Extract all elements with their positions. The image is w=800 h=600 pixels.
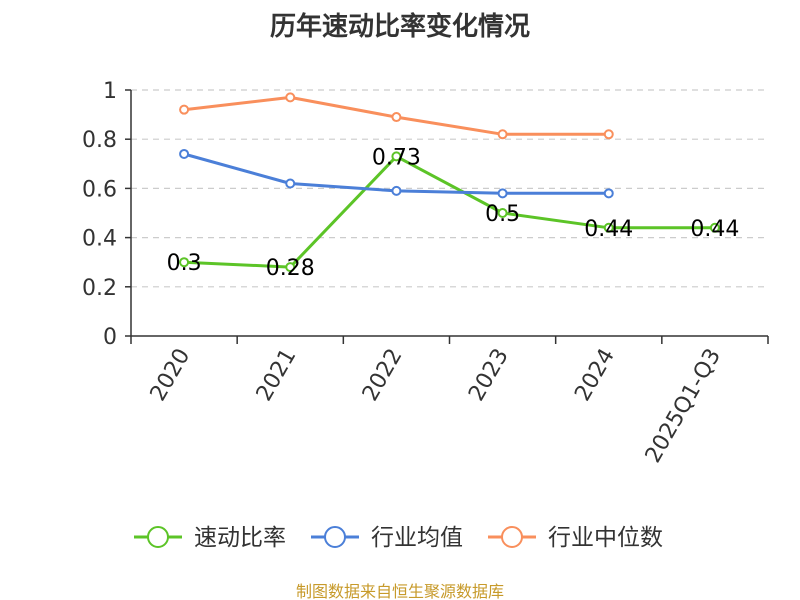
data-point xyxy=(603,222,614,233)
source-note: 制图数据来自恒生聚源数据库 xyxy=(295,582,504,600)
legend-label: 行业均值 xyxy=(371,525,463,551)
x-tick-label: 2025Q1-Q3 xyxy=(641,345,726,468)
data-point xyxy=(391,112,402,123)
x-tick-label: 2022 xyxy=(358,345,408,406)
y-tick-label: 0.8 xyxy=(82,128,117,153)
data-label: 0.44 xyxy=(584,217,633,242)
x-tick-label: 2023 xyxy=(464,345,514,406)
data-point xyxy=(391,185,402,196)
data-point xyxy=(497,129,508,140)
data-label: 0.44 xyxy=(690,217,739,242)
x-tick-label: 2020 xyxy=(146,345,196,406)
series-line-0 xyxy=(184,154,715,269)
x-tick-label: 2021 xyxy=(252,345,302,406)
data-point xyxy=(709,222,720,233)
series xyxy=(179,92,720,273)
data-point xyxy=(391,151,402,162)
chart-title: 历年速动比率变化情况 xyxy=(269,12,530,42)
data-point xyxy=(603,188,614,199)
data-point xyxy=(285,178,296,189)
legend-marker xyxy=(324,526,346,548)
data-label: 0.73 xyxy=(372,145,421,170)
legend-item[interactable]: 行业中位数 xyxy=(488,525,663,551)
legend-marker xyxy=(501,526,523,548)
data-point xyxy=(285,262,296,273)
data-point xyxy=(497,208,508,218)
data-label: 0.3 xyxy=(167,251,202,276)
y-tick-label: 0.6 xyxy=(82,177,117,202)
legend-item[interactable]: 速动比率 xyxy=(134,525,286,551)
data-point xyxy=(179,148,190,159)
data-point xyxy=(179,257,190,268)
x-tick-label: 2024 xyxy=(570,345,620,406)
legend-label: 速动比率 xyxy=(194,525,286,551)
data-point xyxy=(497,188,508,199)
data-labels: 0.3 0.28 0.73 0.5 0.44 0.44 xyxy=(167,145,740,281)
data-label: 0.28 xyxy=(266,256,315,281)
legend-marker xyxy=(147,526,169,548)
data-point xyxy=(179,104,190,115)
data-point xyxy=(285,92,296,103)
y-tick-label: 1 xyxy=(103,79,117,104)
grid-lines xyxy=(131,89,768,288)
legend[interactable]: 速动比率 行业均值 行业中位数 xyxy=(134,525,663,551)
y-tick-label: 0.2 xyxy=(82,276,117,301)
legend-item[interactable]: 行业均值 xyxy=(311,525,463,551)
legend-label: 行业中位数 xyxy=(548,525,663,551)
y-tick-label: 0 xyxy=(103,325,117,350)
data-point xyxy=(603,129,614,140)
y-tick-label: 0.4 xyxy=(82,227,117,252)
data-label: 0.5 xyxy=(485,202,520,227)
